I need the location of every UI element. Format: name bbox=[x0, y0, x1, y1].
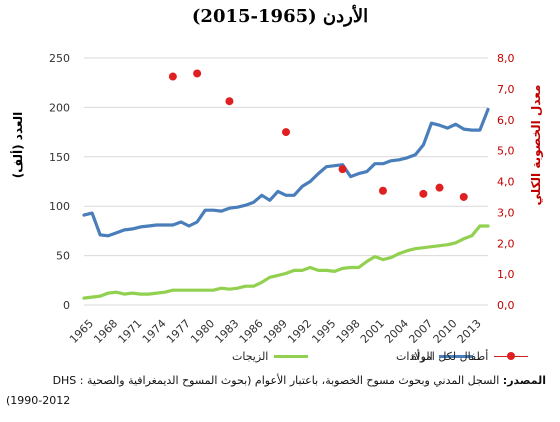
source-line-1: المصدر: السجل المدني وبحوث مسوح الخصوبة،… bbox=[6, 371, 546, 391]
source-label: المصدر: bbox=[502, 374, 546, 387]
x-tick-label: 1989 bbox=[261, 317, 290, 346]
chart-title: الأردن (1965-2015) bbox=[191, 6, 369, 27]
fertility-point bbox=[338, 165, 347, 174]
fertility-point bbox=[282, 128, 290, 137]
right-tick-label: 7,0 bbox=[497, 83, 515, 96]
right-tick-label: 0,0 bbox=[497, 299, 515, 312]
x-tick-label: 1983 bbox=[212, 317, 241, 346]
x-tick-label: 1971 bbox=[116, 317, 145, 346]
axis-titles: (العدد (ألف معدل الخصوبة الكلي bbox=[10, 85, 544, 206]
x-tick-label: 2010 bbox=[431, 317, 460, 346]
legend-label-marriages: الزيجات bbox=[232, 350, 269, 363]
left-tick-label: 50 bbox=[56, 250, 70, 263]
left-tick-label: 100 bbox=[49, 200, 70, 213]
legend-swatch-births bbox=[438, 355, 473, 358]
legend-swatch-fertility bbox=[494, 352, 529, 360]
left-tick-label: 150 bbox=[49, 151, 70, 164]
left-axis-ticks: 0 50 100 150 200 250 bbox=[49, 52, 70, 312]
right-tick-label: 6,0 bbox=[497, 114, 515, 127]
x-tick-label: 1998 bbox=[334, 317, 363, 346]
x-tick-label: 1968 bbox=[91, 317, 120, 346]
y-axis-title-right: معدل الخصوبة الكلي bbox=[529, 85, 544, 206]
marriages-line bbox=[82, 224, 490, 300]
right-tick-label: 2,0 bbox=[497, 237, 515, 250]
legend-item-fertility: أطفال لكل امرأة bbox=[411, 350, 529, 363]
right-tick-label: 3,0 bbox=[497, 206, 515, 219]
x-tick-label: 2013 bbox=[455, 317, 484, 346]
x-tick-label: 2007 bbox=[406, 317, 435, 346]
fertility-point bbox=[378, 186, 387, 195]
x-axis-ticks: 1965196819711974197719801983198619891992… bbox=[67, 317, 484, 346]
left-tick-label: 0 bbox=[63, 299, 70, 312]
x-tick-label: 1995 bbox=[309, 317, 338, 346]
legend-swatch-marriages bbox=[274, 355, 309, 358]
left-tick-label: 250 bbox=[49, 52, 70, 65]
fertility-point bbox=[459, 192, 468, 201]
x-tick-label: 1980 bbox=[188, 317, 217, 346]
x-tick-label: 1992 bbox=[285, 317, 314, 346]
births-line bbox=[82, 107, 490, 238]
x-tick-label: 1977 bbox=[164, 317, 193, 346]
left-tick-label: 200 bbox=[49, 101, 70, 114]
legend-item-births: الولادات bbox=[396, 350, 473, 363]
x-tick-label: 2001 bbox=[358, 317, 387, 346]
x-tick-label: 2004 bbox=[382, 317, 411, 346]
x-tick-label: 1965 bbox=[67, 317, 96, 346]
right-tick-label: 5,0 bbox=[497, 145, 515, 158]
legend: الولادات الزيجات أطفال لكل امرأة bbox=[0, 350, 560, 370]
source-text-1: السجل المدني وبحوث مسوح الخصوبة، باعتبار… bbox=[52, 374, 500, 387]
legend-label-births: الولادات bbox=[396, 350, 433, 363]
right-axis-ticks: 0,0 1,0 2,0 3,0 4,0 5,0 6,0 7,0 8,0 bbox=[497, 52, 515, 312]
legend-label-fertility: أطفال لكل امرأة bbox=[411, 350, 489, 363]
fertility-point bbox=[225, 97, 234, 106]
fertility-point bbox=[193, 69, 202, 78]
gridlines bbox=[84, 57, 488, 306]
series-layer bbox=[82, 69, 490, 300]
fertility-point bbox=[168, 72, 177, 81]
fertility-point bbox=[419, 189, 428, 198]
x-tick-label: 1974 bbox=[140, 317, 169, 346]
source-line-2: (1990-2012 bbox=[6, 394, 71, 407]
y-axis-title-left: (العدد (ألف bbox=[10, 112, 25, 179]
source-note: المصدر: السجل المدني وبحوث مسوح الخصوبة،… bbox=[6, 371, 546, 411]
right-tick-label: 4,0 bbox=[497, 176, 515, 189]
x-tick-label: 1986 bbox=[237, 317, 266, 346]
right-tick-label: 8,0 bbox=[497, 52, 515, 65]
fertility-point bbox=[435, 183, 444, 192]
right-tick-label: 1,0 bbox=[497, 268, 515, 281]
legend-item-marriages: الزيجات bbox=[232, 350, 309, 363]
